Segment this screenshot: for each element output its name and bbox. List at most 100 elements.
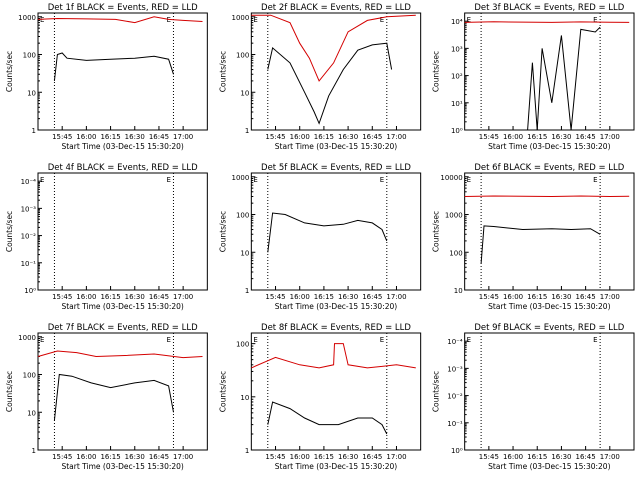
marker-label: E xyxy=(40,176,44,184)
y-tick-label: 10³ xyxy=(451,45,463,53)
plot-frame xyxy=(37,12,208,131)
panel-title: Det 6f BLACK = Events, RED = LLD xyxy=(474,163,624,173)
y-tick-label: 100 xyxy=(236,212,249,220)
x-tick-label: 15:45 xyxy=(479,293,499,301)
x-tick-label: 17:00 xyxy=(386,133,406,141)
y-tick-label: 10 xyxy=(27,409,36,417)
marker-label: E xyxy=(166,16,170,24)
panel-det-7: Det 7f BLACK = Events, RED = LLD E E 1 10 100… xyxy=(5,323,208,471)
x-tick-label: 17:00 xyxy=(173,133,193,141)
y-tick-label: 10⁰ xyxy=(451,127,463,135)
series-events-line xyxy=(53,373,174,421)
x-tick-label: 16:30 xyxy=(551,133,571,141)
x-axis-label: Start Time (03-Dec-15 15:30:20) xyxy=(61,302,183,311)
x-tick-label: 16:15 xyxy=(527,133,547,141)
x-axis-label: Start Time (03-Dec-15 15:30:20) xyxy=(488,462,610,471)
marker-label: E xyxy=(380,176,384,184)
x-tick-label: 16:45 xyxy=(362,453,382,461)
x-axis-label: Start Time (03-Dec-15 15:30:20) xyxy=(61,462,183,471)
x-tick-label: 15:45 xyxy=(52,133,72,141)
x-tick-label: 16:45 xyxy=(362,293,382,301)
x-tick-label: 17:00 xyxy=(600,453,620,461)
y-tick-label: 10 xyxy=(240,249,249,257)
x-axis-label: Start Time (03-Dec-15 15:30:20) xyxy=(488,142,610,151)
panel-det-4: Det 4f BLACK = Events, RED = LLD E E 10⁰ 10⁻… xyxy=(5,163,208,311)
series-events-line xyxy=(527,26,601,131)
x-tick-label: 16:30 xyxy=(338,453,358,461)
marker-label: E xyxy=(40,16,44,24)
y-tick-label: 10⁻¹ xyxy=(447,420,463,428)
panel-det-8: Det 8f BLACK = Events, RED = LLD E E 1 10 100… xyxy=(218,323,422,471)
y-tick-label: 1000 xyxy=(18,334,36,342)
y-tick-label: 10⁻⁴ xyxy=(21,178,37,186)
x-tick-label: 15:45 xyxy=(265,293,285,301)
x-tick-label: 16:15 xyxy=(314,293,334,301)
x-tick-label: 15:45 xyxy=(479,133,499,141)
x-tick-label: 16:30 xyxy=(338,293,358,301)
plot-frame xyxy=(37,332,208,451)
x-tick-label: 16:00 xyxy=(76,293,96,301)
y-tick-label: 1000 xyxy=(232,174,250,182)
x-tick-label: 15:45 xyxy=(479,453,499,461)
y-axis-label: Counts/sec xyxy=(5,211,14,252)
x-tick-label: 16:30 xyxy=(338,133,358,141)
x-tick-label: 16:30 xyxy=(125,453,145,461)
x-tick-label: 16:30 xyxy=(551,453,571,461)
series-lld-line xyxy=(37,350,203,359)
x-tick-label: 17:00 xyxy=(386,453,406,461)
y-tick-label: 10⁻² xyxy=(447,393,463,401)
x-tick-label: 16:45 xyxy=(149,133,169,141)
y-axis-label: Counts/sec xyxy=(5,371,14,412)
x-tick-label: 16:45 xyxy=(576,133,596,141)
marker-label: E xyxy=(40,336,44,344)
x-tick-label: 16:15 xyxy=(527,293,547,301)
y-tick-label: 10² xyxy=(451,73,463,81)
x-tick-label: 16:00 xyxy=(76,453,96,461)
x-tick-label: 15:45 xyxy=(265,453,285,461)
x-tick-label: 16:15 xyxy=(314,453,334,461)
x-tick-label: 16:30 xyxy=(125,293,145,301)
y-axis-label: Counts/sec xyxy=(432,211,441,252)
y-tick-label: 1 xyxy=(245,447,249,455)
series-events-line xyxy=(480,225,601,264)
y-axis-label: Counts/sec xyxy=(432,51,441,92)
panel-title: Det 4f BLACK = Events, RED = LLD xyxy=(48,163,198,173)
x-tick-label: 17:00 xyxy=(386,293,406,301)
marker-label: E xyxy=(593,176,597,184)
y-tick-label: 10⁻³ xyxy=(21,205,37,213)
y-tick-label: 10⁻² xyxy=(21,233,37,241)
y-tick-label: 10⁰ xyxy=(24,287,36,295)
y-tick-label: 10 xyxy=(240,89,249,97)
x-axis-label: Start Time (03-Dec-15 15:30:20) xyxy=(275,142,397,151)
x-tick-label: 16:00 xyxy=(290,293,310,301)
x-tick-label: 16:15 xyxy=(100,453,120,461)
y-tick-label: 10 xyxy=(27,89,36,97)
series-lld-line xyxy=(464,21,630,23)
y-tick-label: 1000 xyxy=(18,14,36,22)
x-axis-label: Start Time (03-Dec-15 15:30:20) xyxy=(61,142,183,151)
series-lld-line xyxy=(251,14,416,82)
panel-title: Det 3f BLACK = Events, RED = LLD xyxy=(474,3,624,13)
x-axis-label: Start Time (03-Dec-15 15:30:20) xyxy=(488,302,610,311)
x-tick-label: 16:45 xyxy=(149,293,169,301)
y-tick-label: 100 xyxy=(236,52,249,60)
x-tick-label: 16:45 xyxy=(576,453,596,461)
plot-frame xyxy=(250,172,422,291)
x-tick-label: 16:00 xyxy=(503,453,523,461)
y-tick-label: 100 xyxy=(236,341,249,349)
panel-title: Det 1f BLACK = Events, RED = LLD xyxy=(48,3,198,13)
x-tick-label: 16:30 xyxy=(125,133,145,141)
marker-label: E xyxy=(467,176,471,184)
y-tick-label: 10⁻³ xyxy=(447,365,463,373)
y-tick-label: 1 xyxy=(32,447,36,455)
y-tick-label: 1000 xyxy=(232,14,250,22)
x-tick-label: 16:00 xyxy=(290,453,310,461)
x-tick-label: 16:00 xyxy=(76,133,96,141)
plot-frame xyxy=(250,332,422,451)
y-tick-label: 1 xyxy=(32,127,36,135)
x-tick-label: 16:00 xyxy=(290,133,310,141)
x-tick-label: 15:45 xyxy=(52,453,72,461)
